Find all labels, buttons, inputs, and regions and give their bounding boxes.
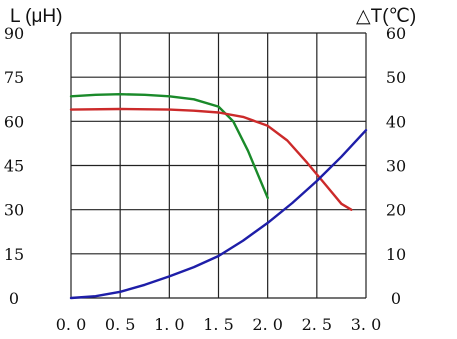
left-tick-label: 0 xyxy=(9,289,19,308)
right-axis-label: △T(℃) xyxy=(356,6,416,27)
x-tick-label: 1. 0 xyxy=(154,315,185,334)
right-tick-label: 0 xyxy=(391,289,401,308)
left-tick-label: 90 xyxy=(4,24,24,43)
left-axis-label: L (μH) xyxy=(10,6,62,27)
series-line-1 xyxy=(69,93,269,200)
left-tick-label: 15 xyxy=(4,245,24,264)
left-tick-label: 60 xyxy=(4,112,24,131)
left-tick-label: 30 xyxy=(4,201,24,220)
right-tick-label: 40 xyxy=(386,112,406,131)
chart-grid xyxy=(70,32,367,299)
series-line-3 xyxy=(69,129,368,300)
right-tick-label: 60 xyxy=(386,24,406,43)
series-layer xyxy=(69,93,368,300)
x-tick-label: 2. 0 xyxy=(252,315,283,334)
x-tick-label: 0. 0 xyxy=(56,315,87,334)
left-tick-label: 45 xyxy=(4,157,24,176)
series-line-2 xyxy=(69,107,353,211)
x-tick-label: 1. 5 xyxy=(203,315,234,334)
right-tick-label: 20 xyxy=(386,201,406,220)
x-tick-label: 0. 5 xyxy=(105,315,136,334)
right-tick-label: 10 xyxy=(386,245,406,264)
right-tick-label: 30 xyxy=(386,157,406,176)
x-tick-label: 3. 0 xyxy=(351,315,382,334)
left-tick-label: 75 xyxy=(4,68,24,87)
tick-labels: 0. 0 0. 5 1. 0 1. 5 2. 0 2. 5 3. 0 0 15 30 45 60 75 9… xyxy=(4,24,406,334)
right-tick-label: 50 xyxy=(386,68,406,87)
x-tick-label: 2. 5 xyxy=(302,315,333,334)
